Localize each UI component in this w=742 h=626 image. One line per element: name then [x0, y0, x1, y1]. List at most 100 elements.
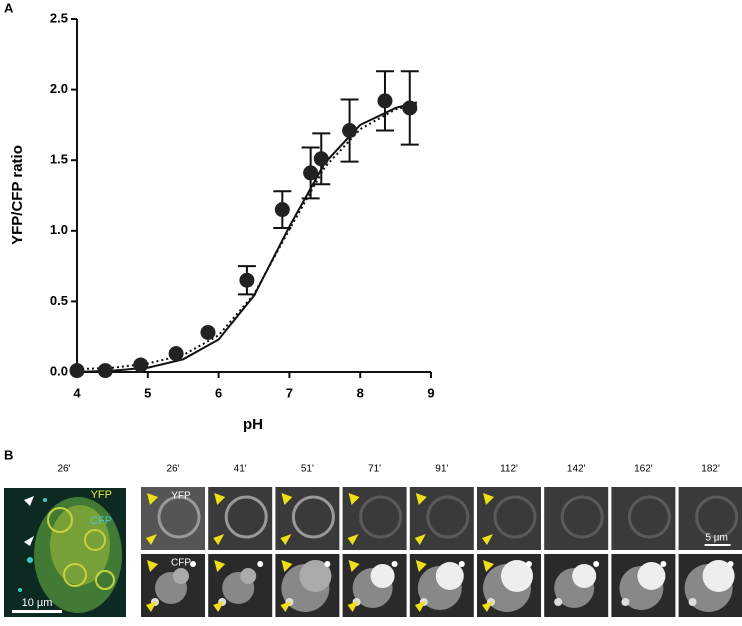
- scale-bar-label: 5 µm: [705, 533, 727, 544]
- data-point: [274, 202, 290, 218]
- cell: [493, 495, 537, 539]
- data-point: [133, 357, 149, 373]
- channel-label: CFP: [90, 515, 112, 527]
- vesicle: [391, 561, 398, 567]
- microscopy-tile: [342, 487, 407, 550]
- vesicle: [257, 561, 264, 567]
- arrowhead: [348, 493, 360, 505]
- cell: [291, 495, 335, 539]
- time-label: 182': [701, 464, 720, 475]
- vesicle: [637, 562, 666, 590]
- fit-line-dotted: [76, 102, 418, 371]
- vesicle: [324, 561, 331, 567]
- arrowhead: [280, 601, 292, 612]
- microscopy-tile: [409, 554, 474, 617]
- arrowhead: [483, 493, 494, 505]
- microscopy-tile: [208, 487, 273, 550]
- arrowhead: [147, 493, 158, 505]
- x-tick-label: 5: [144, 385, 151, 400]
- channel-label: YFP: [171, 491, 191, 502]
- panel-label: A: [4, 0, 14, 15]
- arrowhead: [146, 534, 157, 545]
- time-label: 26': [57, 464, 70, 475]
- y-tick-label: 2.0: [50, 81, 68, 96]
- vesicle: [702, 560, 735, 592]
- microscopy-tile: [409, 487, 474, 550]
- scale-bar-label: 10 µm: [22, 597, 53, 609]
- y-tick-label: 0.0: [50, 363, 68, 378]
- x-tick-label: 9: [427, 385, 434, 400]
- microscopy-tile: [678, 554, 742, 617]
- time-label: 112': [500, 464, 518, 475]
- x-tick-label: 8: [357, 385, 364, 400]
- vesicle: [370, 564, 395, 588]
- vesicle: [458, 561, 465, 567]
- x-axis-label: pH: [243, 416, 263, 433]
- cell: [224, 495, 268, 539]
- microscopy-tile: [275, 487, 340, 550]
- y-tick-label: 0.5: [50, 293, 68, 308]
- channel-label: CFP: [171, 558, 191, 569]
- arrowhead: [213, 534, 225, 545]
- arrowhead: [482, 534, 493, 545]
- y-axis-label: YFP/CFP ratio: [9, 145, 26, 245]
- scale-bar: [704, 544, 731, 546]
- data-point: [69, 363, 85, 379]
- cell: [627, 495, 671, 539]
- data-point: [377, 93, 393, 109]
- cell: [560, 495, 604, 539]
- x-tick-label: 6: [215, 385, 222, 400]
- arrowhead: [214, 560, 226, 572]
- vesicle: [240, 568, 257, 584]
- arrowhead: [483, 560, 494, 572]
- microscopy-tile: [141, 554, 205, 617]
- microscopy-tile: [342, 554, 407, 617]
- data-point: [200, 324, 216, 340]
- y-tick-label: 1.5: [50, 152, 68, 167]
- y-tick-label: 2.5: [50, 10, 68, 25]
- vesicle: [621, 598, 630, 606]
- vesicle: [173, 568, 189, 584]
- arrowhead: [482, 601, 493, 612]
- data-point: [402, 100, 418, 116]
- arrowhead: [347, 601, 359, 612]
- vesicle: [593, 561, 600, 567]
- vesicle: [688, 598, 697, 606]
- x-tick-label: 4: [73, 385, 81, 400]
- microscopy-tile: [678, 487, 742, 550]
- data-point: [313, 151, 329, 167]
- arrowhead: [347, 534, 359, 545]
- time-label: 51': [301, 464, 314, 475]
- time-label: 26': [166, 464, 179, 475]
- microscopy-tile: [275, 554, 340, 617]
- microscopy-tile: [477, 554, 541, 617]
- arrowhead: [415, 560, 427, 572]
- data-point: [342, 123, 358, 139]
- panel-label: B: [4, 447, 13, 462]
- arrowhead: [281, 493, 293, 505]
- vesicle: [727, 561, 734, 567]
- cell: [695, 495, 739, 539]
- arrowhead: [414, 601, 426, 612]
- arrowhead: [213, 601, 225, 612]
- time-label: 91': [435, 464, 448, 475]
- time-label: 142': [567, 464, 586, 475]
- vesicle: [572, 564, 597, 588]
- cell: [157, 495, 201, 539]
- vesicle: [501, 560, 533, 592]
- data-point: [168, 346, 184, 362]
- microscopy-tile: [141, 487, 205, 550]
- vesicle: [660, 561, 667, 567]
- cell: [426, 495, 470, 539]
- arrowhead: [415, 493, 427, 505]
- y-tick-label: 1.0: [50, 222, 68, 237]
- arrowhead: [414, 534, 426, 545]
- microscopy-tile: [611, 554, 676, 617]
- arrowhead: [281, 560, 293, 572]
- microscopy-tile: [544, 487, 609, 550]
- vesicle: [435, 562, 464, 590]
- vesicle: [554, 598, 563, 606]
- time-label: 41': [234, 464, 247, 475]
- x-tick-label: 7: [286, 385, 293, 400]
